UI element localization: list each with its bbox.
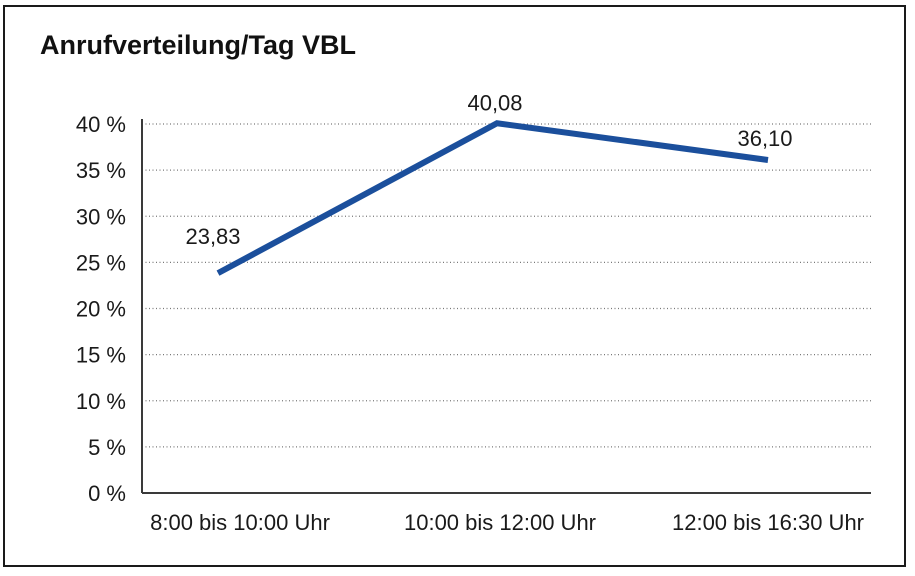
data-line: [216, 120, 769, 276]
data-label: 40,08: [467, 90, 522, 115]
y-tick-label: 35 %: [76, 158, 126, 183]
x-tick-label: 12:00 bis 16:30 Uhr: [672, 510, 864, 535]
x-tick-label: 8:00 bis 10:00 Uhr: [150, 510, 330, 535]
x-tick-label: 10:00 bis 12:00 Uhr: [404, 510, 596, 535]
y-tick-label: 40 %: [76, 112, 126, 137]
y-tick-label: 25 %: [76, 250, 126, 275]
data-label: 36,10: [737, 126, 792, 151]
y-tick-label: 0 %: [88, 481, 126, 506]
y-tick-label: 20 %: [76, 297, 126, 322]
y-tick-label: 10 %: [76, 389, 126, 414]
data-label: 23,83: [185, 224, 240, 249]
y-tick-label: 15 %: [76, 343, 126, 368]
y-tick-label: 5 %: [88, 435, 126, 460]
chart-frame: [3, 5, 906, 567]
y-tick-label: 30 %: [76, 204, 126, 229]
chart-title: Anrufverteilung/Tag VBL: [40, 30, 357, 60]
